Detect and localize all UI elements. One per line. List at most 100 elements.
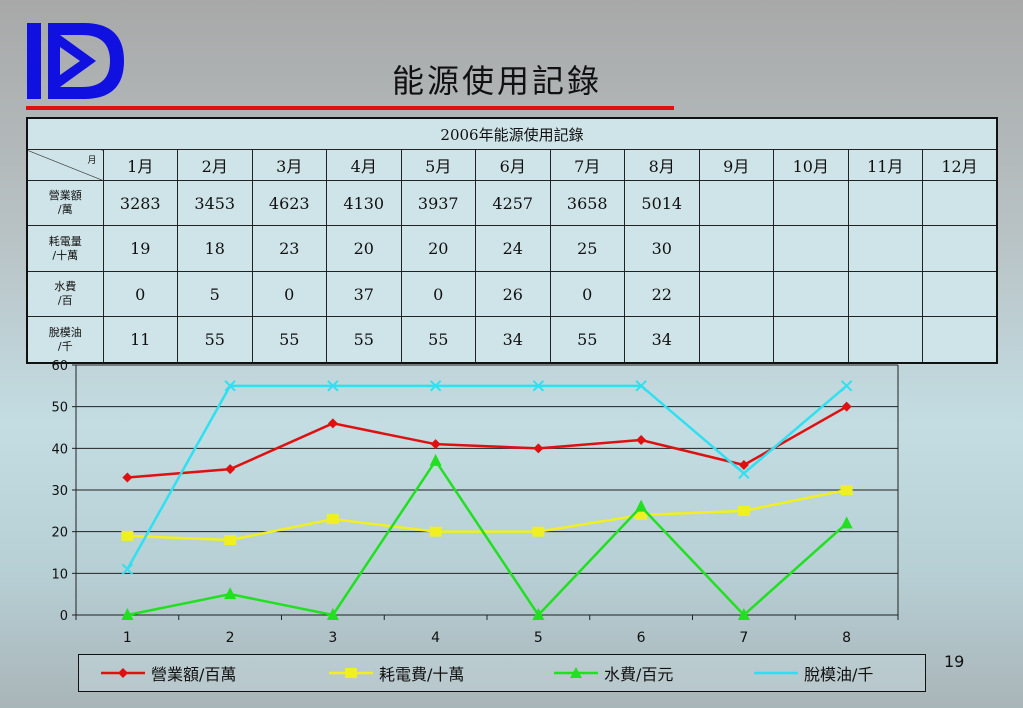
value-cell [773, 316, 849, 364]
data-point-square [326, 514, 339, 525]
row-label-name: 營業額 [48, 189, 82, 203]
month-header-cell: 6月 [475, 149, 551, 181]
value-cell: 5014 [624, 179, 700, 227]
data-point-diamond [225, 464, 236, 475]
y-tick-label: 20 [51, 526, 68, 541]
data-point-diamond [738, 460, 749, 470]
value-cell: 26 [475, 270, 551, 318]
value-cell: 55 [400, 316, 476, 364]
corner-label: 月 [87, 156, 97, 167]
legend-label: 耗電費/十萬 [379, 665, 465, 684]
legend-swatch [329, 668, 373, 678]
data-point-x [840, 380, 853, 392]
value-cell [847, 225, 923, 272]
data-point-triangle [737, 608, 750, 620]
data-point-x [635, 380, 647, 392]
series-line [127, 488, 847, 542]
table-header-row: 月 1月 2月 3月 4月 5月 6月 7月 8月 9月 10月 11月 12月 [26, 149, 998, 181]
table-row: 耗電量/十萬 19 18 23 20 20 24 25 30 [26, 225, 998, 272]
value-cell: 22 [624, 270, 700, 318]
data-point-square [737, 505, 750, 516]
row-label-cell: 耗電量/十萬 [26, 225, 104, 272]
value-cell: 0 [400, 270, 476, 318]
legend-item: 營業額/百萬 [101, 655, 236, 691]
row-label-unit: /百 [57, 294, 73, 308]
month-header-cell: 12月 [922, 149, 998, 181]
month-header-cell: 4月 [326, 149, 402, 181]
x-tick-label: 7 [739, 630, 748, 646]
legend-swatch [101, 668, 145, 678]
value-cell [847, 316, 923, 364]
value-cell: 18 [177, 225, 253, 272]
month-header-cell: 3月 [251, 149, 327, 181]
data-point-x [327, 380, 339, 392]
data-point-square [635, 510, 648, 520]
row-label-unit: /千 [57, 339, 73, 353]
y-tick-label: 60 [51, 360, 68, 374]
y-tick-label: 50 [51, 401, 68, 416]
page-title: 能源使用記錄 [392, 62, 603, 100]
value-cell: 25 [549, 225, 625, 272]
x-tick-label: 1 [123, 630, 132, 646]
value-cell [698, 179, 774, 227]
data-point-triangle [532, 608, 545, 620]
x-tick-label: 5 [534, 630, 543, 646]
series-line [126, 384, 848, 570]
row-label-name: 脫模油 [48, 325, 82, 339]
value-cell [698, 225, 774, 272]
data-point-triangle [326, 608, 339, 620]
value-cell: 0 [549, 270, 625, 318]
month-header-cell: 2月 [177, 149, 253, 181]
data-point-diamond [327, 418, 338, 429]
value-cell [773, 270, 849, 318]
data-point-x [532, 380, 545, 392]
data-point-square [429, 526, 442, 537]
value-cell [847, 179, 923, 227]
row-label-unit: /十萬 [52, 248, 79, 262]
value-cell: 3283 [102, 179, 178, 227]
table-caption: 2006年能源使用記錄 [26, 117, 998, 151]
x-tick-label: 6 [637, 630, 646, 646]
legend-label: 營業額/百萬 [151, 665, 237, 684]
month-header-cell: 9月 [698, 149, 774, 181]
value-cell: 24 [475, 225, 551, 272]
value-cell: 34 [624, 316, 700, 364]
data-point-diamond [122, 472, 133, 483]
table-row: 水費/百 0 5 0 37 0 26 0 22 [26, 270, 998, 318]
value-cell [847, 270, 923, 318]
data-point-square [532, 526, 545, 537]
data-point-triangle [224, 587, 237, 600]
row-label-name: 水費 [54, 280, 77, 294]
month-header-cell: 8月 [624, 149, 700, 181]
value-cell: 37 [326, 270, 402, 318]
data-point-diamond [533, 443, 544, 454]
legend-swatch [554, 667, 598, 678]
month-header-cell: 5月 [400, 149, 476, 181]
value-cell: 23 [251, 225, 327, 272]
value-cell [922, 316, 998, 364]
data-point-diamond [430, 439, 441, 450]
row-label-cell: 脫模油/千 [26, 316, 104, 364]
value-cell [773, 179, 849, 227]
x-tick-label: 2 [226, 630, 235, 646]
value-cell [922, 270, 998, 318]
data-point-square [840, 485, 853, 495]
data-point-x [224, 380, 236, 392]
value-cell: 11 [102, 316, 178, 364]
series-line [127, 458, 848, 617]
x-tick-label: 8 [842, 630, 851, 646]
row-label-unit: /萬 [57, 203, 73, 217]
data-point-diamond [636, 435, 647, 445]
series-line [127, 405, 848, 479]
table-corner-cell: 月 [26, 149, 104, 181]
row-label-cell: 營業額/萬 [26, 179, 104, 227]
month-header-cell: 7月 [549, 149, 625, 181]
value-cell: 55 [177, 316, 253, 364]
legend-swatch [754, 671, 798, 675]
y-tick-label: 40 [51, 442, 68, 457]
table-row: 營業額/萬 3283 3453 4623 4130 3937 4257 3658 5014 [26, 179, 998, 227]
value-cell: 34 [475, 316, 551, 364]
title-underline [26, 106, 674, 110]
y-tick-label: 10 [51, 567, 68, 582]
month-header-cell: 1月 [102, 149, 178, 181]
